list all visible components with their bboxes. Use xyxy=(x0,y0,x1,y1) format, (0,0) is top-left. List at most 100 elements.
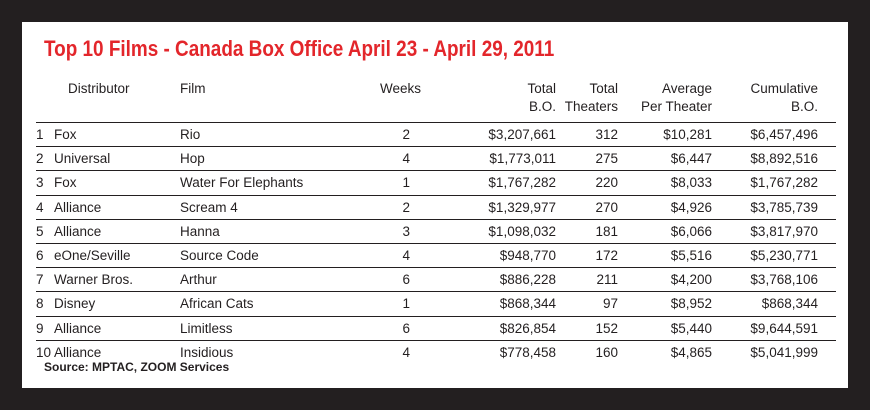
header-average-line1: Average xyxy=(661,81,712,96)
cell-theaters: 312 xyxy=(595,127,618,142)
box-office-table: 1 Fox Rio 2 $3,207,661 312 $10,281 $6,457,496 2 U… xyxy=(36,122,836,364)
cell-rank: 4 xyxy=(36,199,44,215)
cell-film: Limitless xyxy=(180,320,233,336)
cell-weeks: 4 xyxy=(402,247,410,263)
header-total-theaters: Total Theaters xyxy=(528,80,618,116)
cell-theaters: 160 xyxy=(595,344,618,360)
table-row: 1 Fox Rio 2 $3,207,661 312 $10,281 $6,457,496 xyxy=(36,122,836,146)
cell-theaters: 152 xyxy=(595,320,618,336)
cell-theaters: 97 xyxy=(602,296,618,312)
header-total-theaters-line1: Total xyxy=(589,81,618,96)
cell-film: Hop xyxy=(180,151,205,167)
cell-weeks: 4 xyxy=(402,151,410,167)
cell-total-bo: $1,773,011 xyxy=(489,151,556,167)
cell-distributor: eOne/Seville xyxy=(54,247,131,263)
table-row: 3 Fox Water For Elephants 1 $1,767,282 220 $8,… xyxy=(36,170,836,194)
cell-weeks: 2 xyxy=(402,199,410,215)
cell-theaters: 172 xyxy=(595,247,618,263)
cell-film: Hanna xyxy=(180,223,220,239)
cell-film: Source Code xyxy=(180,247,259,263)
table-row: 10 Alliance Insidious 4 $778,458 160 $4,865 $5,… xyxy=(36,339,836,364)
table-row: 9 Alliance Limitless 6 $826,854 152 $5,440 $9,6… xyxy=(36,315,836,340)
header-weeks: Weeks xyxy=(380,81,422,96)
cell-theaters: 220 xyxy=(595,175,618,191)
cell-average: $10,281 xyxy=(663,127,712,142)
cell-rank: 6 xyxy=(36,247,44,263)
cell-average: $5,440 xyxy=(670,320,712,336)
cell-total-bo: $3,207,661 xyxy=(488,127,556,142)
cell-film: Arthur xyxy=(180,272,217,288)
cell-rank: 8 xyxy=(36,296,44,312)
cell-average: $4,865 xyxy=(670,344,712,360)
cell-weeks: 6 xyxy=(402,272,410,288)
cell-distributor: Alliance xyxy=(54,199,102,215)
header-average-per-theater: Average Per Theater xyxy=(602,80,712,116)
table-row: 2 Universal Hop 4 $1,773,011 275 $6,447 $8,892,… xyxy=(36,146,836,170)
cell-rank: 10 xyxy=(36,344,52,360)
cell-rank: 1 xyxy=(36,127,44,142)
table-row: 5 Alliance Hanna 3 $1,098,032 181 $6,066 $3,817… xyxy=(36,218,836,243)
cell-total-bo: $1,767,282 xyxy=(488,175,556,191)
cell-distributor: Alliance xyxy=(54,320,102,336)
cell-rank: 9 xyxy=(36,320,44,336)
cell-cumulative: $5,230,771 xyxy=(750,247,818,263)
table-row: 8 Disney African Cats 1 $868,344 97 $8,952 $868… xyxy=(36,291,836,315)
header-total-bo: Total B.O. xyxy=(466,80,556,116)
table-row: 7 Warner Bros. Arthur 6 $886,228 211 $4,200 $3,… xyxy=(36,267,836,291)
cell-cumulative: $1,767,282 xyxy=(750,175,818,191)
cell-distributor: Universal xyxy=(54,151,111,167)
page-title: Top 10 Films - Canada Box Office April 2… xyxy=(44,36,555,61)
cell-weeks: 6 xyxy=(402,320,410,336)
cell-distributor: Fox xyxy=(54,127,77,142)
cell-film: Scream 4 xyxy=(180,199,238,215)
header-cumulative-line2: B.O. xyxy=(790,99,818,114)
header-distributor: Distributor xyxy=(68,81,130,96)
header-cumulative-line1: Cumulative xyxy=(750,81,818,96)
cell-theaters: 270 xyxy=(595,199,618,215)
cell-weeks: 1 xyxy=(402,175,410,191)
box-office-card: Top 10 Films - Canada Box Office April 2… xyxy=(22,22,848,388)
cell-theaters: 211 xyxy=(596,272,618,288)
cell-rank: 7 xyxy=(36,272,44,288)
cell-film: Insidious xyxy=(180,344,234,360)
cell-distributor: Warner Bros. xyxy=(54,272,134,288)
cell-distributor: Alliance xyxy=(54,223,102,239)
header-average-line2: Per Theater xyxy=(640,99,712,114)
header-total-bo-line1: Total xyxy=(527,81,556,96)
cell-average: $6,066 xyxy=(670,223,712,239)
cell-rank: 3 xyxy=(36,175,44,191)
cell-weeks: 4 xyxy=(402,344,410,360)
cell-average: $4,200 xyxy=(670,272,712,288)
header-total-bo-line2: B.O. xyxy=(528,99,556,114)
header-cumulative-bo: Cumulative B.O. xyxy=(708,80,818,116)
cell-cumulative: $8,892,516 xyxy=(750,151,818,167)
cell-average: $8,952 xyxy=(670,296,712,312)
cell-film: African Cats xyxy=(180,296,254,312)
cell-rank: 2 xyxy=(36,151,44,167)
cell-cumulative: $3,785,739 xyxy=(750,199,818,215)
cell-average: $8,033 xyxy=(670,175,712,191)
cell-cumulative: $3,768,106 xyxy=(750,272,818,288)
cell-cumulative: $9,644,591 xyxy=(750,320,818,336)
cell-cumulative: $5,041,999 xyxy=(750,344,818,360)
cell-total-bo: $886,228 xyxy=(499,272,556,288)
cell-weeks: 3 xyxy=(402,223,410,239)
cell-distributor: Fox xyxy=(54,175,77,191)
table-row: 4 Alliance Scream 4 2 $1,329,977 270 $4,926 $3,… xyxy=(36,194,836,219)
cell-total-bo: $1,098,032 xyxy=(488,223,556,239)
cell-average: $4,926 xyxy=(670,199,712,215)
cell-weeks: 1 xyxy=(402,296,410,312)
source-note: Source: MPTAC, ZOOM Services xyxy=(44,360,230,374)
cell-film: Water For Elephants xyxy=(180,175,304,191)
cell-total-bo: $868,344 xyxy=(499,296,556,312)
cell-theaters: 275 xyxy=(595,151,618,167)
cell-weeks: 2 xyxy=(402,127,410,142)
cell-cumulative: $868,344 xyxy=(761,296,818,312)
cell-rank: 5 xyxy=(36,223,44,239)
cell-distributor: Alliance xyxy=(54,344,102,360)
cell-total-bo: $778,458 xyxy=(499,344,556,360)
cell-cumulative: $6,457,496 xyxy=(750,127,818,142)
header-total-theaters-line2: Theaters xyxy=(564,99,618,114)
cell-average: $5,516 xyxy=(670,247,712,263)
cell-total-bo: $948,770 xyxy=(499,247,556,263)
